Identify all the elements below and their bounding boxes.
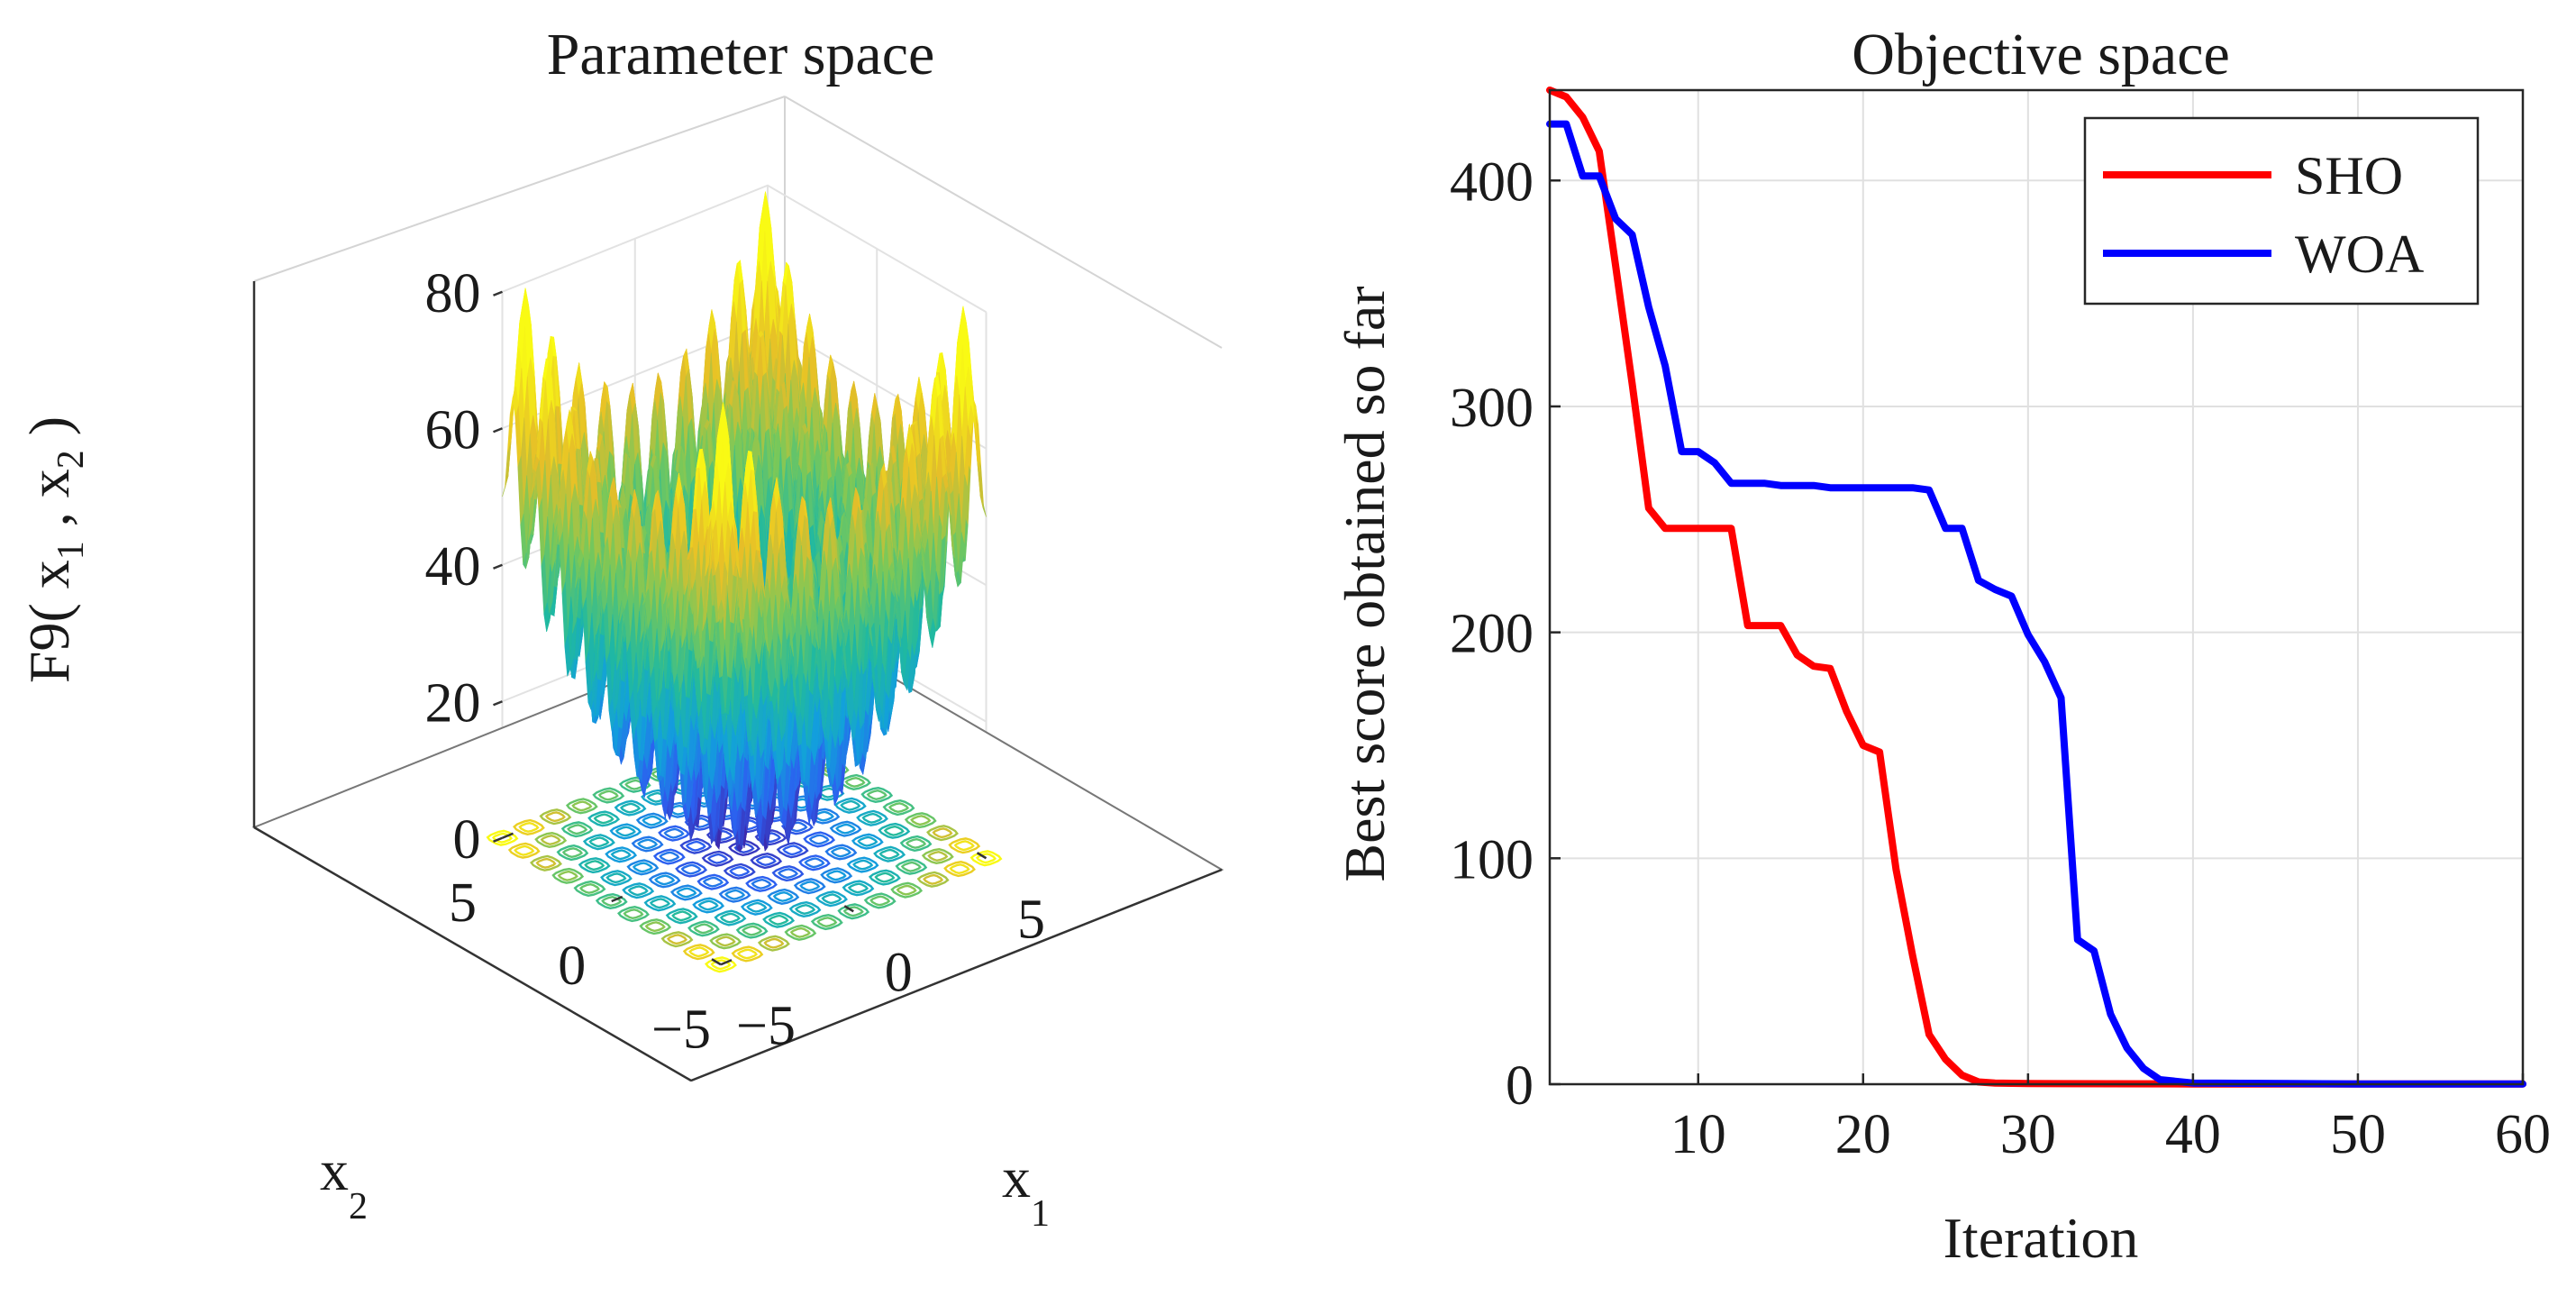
surface-chart-title: Parameter space [547,22,935,87]
back-wall-top-edge-right [785,96,1222,348]
back-wall-top-edge-left [254,96,785,281]
